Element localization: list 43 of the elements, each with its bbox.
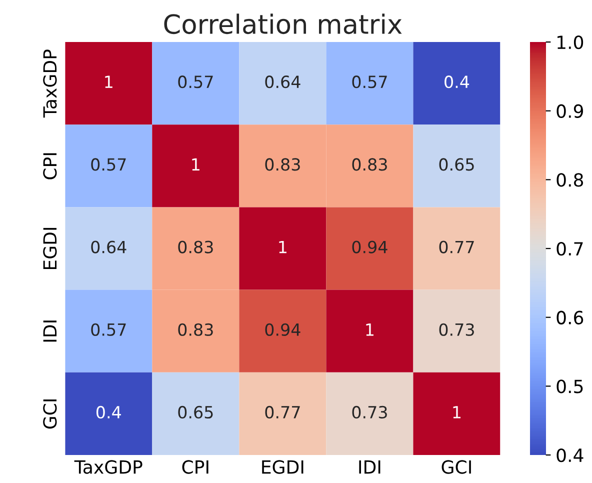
- y-tick-label: GCI: [43, 400, 57, 429]
- data-label: 0.83: [352, 158, 387, 171]
- x-tick-label: GCI: [442, 460, 471, 474]
- x-tick-label: IDI: [359, 460, 380, 474]
- data-label: 0.57: [91, 323, 126, 336]
- data-label: 0.77: [439, 240, 474, 254]
- color-bar-label: 0.7: [556, 242, 583, 256]
- color-bar-label: 0.5: [556, 380, 583, 394]
- data-label: 0.94: [352, 240, 388, 254]
- y-tick-label: TaxGDP: [43, 50, 57, 118]
- data-label: 0.4: [96, 406, 121, 419]
- data-label: 0.57: [91, 158, 126, 171]
- x-tick-label: TaxGDP: [74, 460, 142, 474]
- data-label: 1: [279, 240, 286, 254]
- x-tick-label: EGDI: [262, 460, 304, 474]
- chart-title: Correlation matrix: [164, 14, 402, 34]
- color-bar-label: 0.6: [556, 310, 584, 324]
- y-tick-label: IDI: [43, 320, 57, 342]
- data-label: 0.4: [444, 76, 470, 88]
- data-label: 0.77: [265, 406, 300, 419]
- data-label: 0.64: [265, 76, 300, 88]
- color-bar-label: 0.8: [556, 173, 584, 187]
- y-tick-label: CPI: [43, 153, 57, 180]
- data-label: 0.65: [439, 158, 474, 171]
- color-bar-label: 0.9: [556, 104, 583, 118]
- data-label: 0.83: [265, 158, 300, 171]
- data-label: 1: [192, 158, 200, 171]
- data-label: 0.94: [265, 323, 300, 336]
- data-label: 0.57: [352, 76, 387, 88]
- data-label: 1: [366, 324, 374, 336]
- data-label: 1: [453, 406, 460, 418]
- data-label: 0.65: [178, 406, 213, 419]
- y-tick-label: EGDI: [43, 228, 57, 270]
- x-tick-label: CPI: [182, 460, 208, 474]
- data-label: 1: [105, 76, 112, 88]
- data-label: 0.57: [178, 76, 213, 88]
- data-label: 0.73: [439, 323, 474, 336]
- data-label: 0.73: [352, 406, 387, 419]
- data-label: 0.83: [178, 240, 213, 254]
- data-label: 0.64: [91, 240, 126, 254]
- color-bar-label: 1.0: [558, 35, 584, 50]
- color-bar-label: 0.4: [556, 448, 584, 462]
- data-label: 0.83: [178, 323, 213, 336]
